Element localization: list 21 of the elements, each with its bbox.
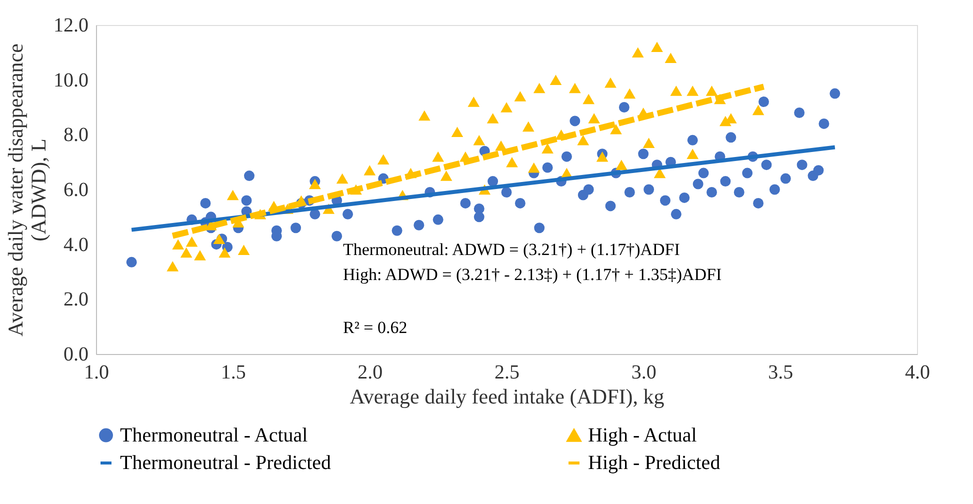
x-tick-label: 3.0 <box>631 362 656 384</box>
y-tick-label: 6.0 <box>64 179 88 201</box>
legend-label: Thermoneutral - Actual <box>120 424 308 446</box>
y-tick-label: 2.0 <box>64 288 88 311</box>
y-axis-title: Average daily water disappearance (ADWD), L <box>4 44 50 336</box>
legend-label: High - Actual <box>588 424 698 447</box>
legend-label: High - Predicted <box>588 452 720 474</box>
x-axis-title: Average daily feed intake (ADFI), kg <box>350 384 665 408</box>
y-tick-label: 8.0 <box>64 124 88 146</box>
annotation: Thermoneutral: ADWD = (3.21†) + (1.17†)ADFI <box>343 240 680 259</box>
x-tick-label: 1.5 <box>220 362 246 384</box>
x-tick-label: 3.5 <box>768 362 794 384</box>
y-tick-label: 10.0 <box>54 69 88 92</box>
x-tick-label: 2.5 <box>494 362 520 384</box>
annotation: R² = 0.62 <box>343 318 408 337</box>
annotation: High: ADWD = (3.21† - 2.13‡) + (1.17† + 1.35‡)ADFI <box>343 265 722 284</box>
legend-label: Thermoneutral - Predicted <box>120 452 332 474</box>
y-tick-label: 12.0 <box>54 14 88 36</box>
x-tick-label: 4.0 <box>905 362 930 384</box>
y-tick-label: 4.0 <box>64 234 88 256</box>
x-tick-label: 2.0 <box>358 362 383 384</box>
